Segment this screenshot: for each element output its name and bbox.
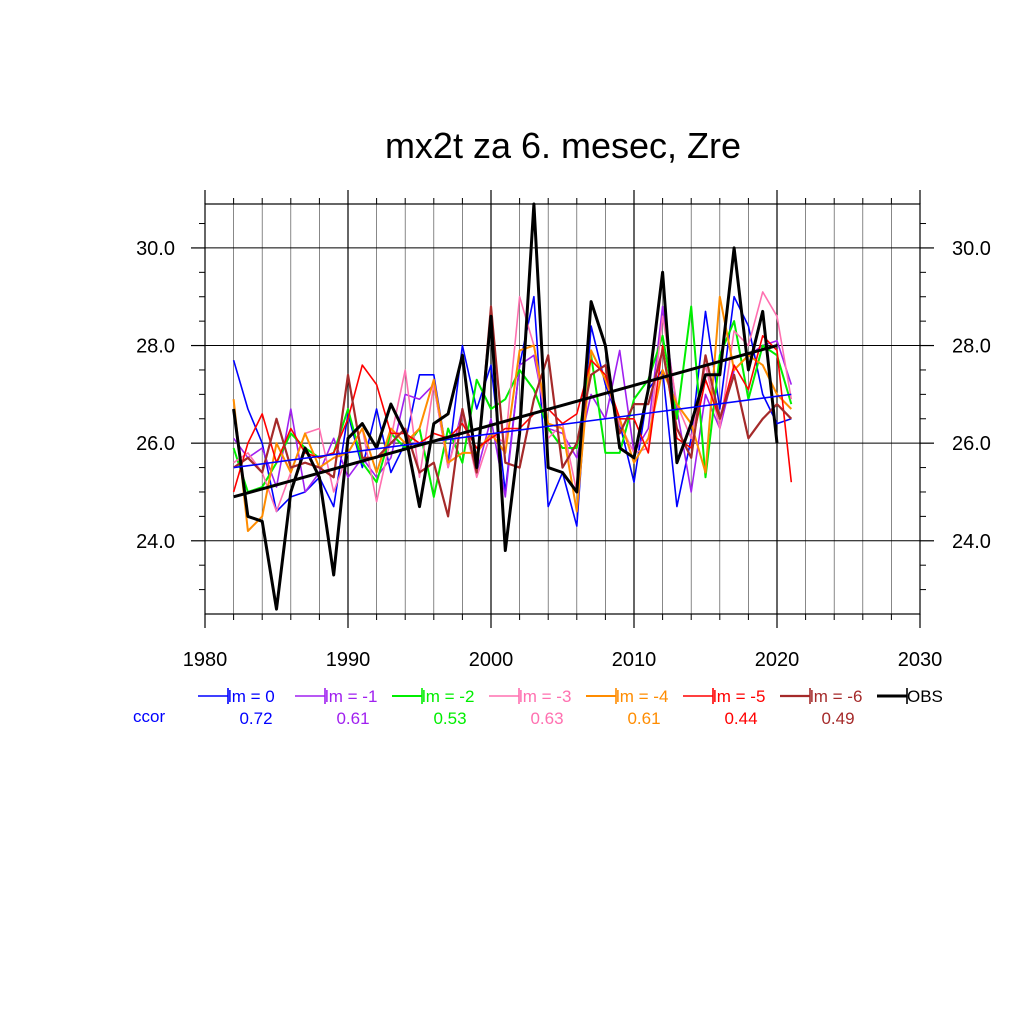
y-tick-label-right: 28.0 — [952, 336, 991, 358]
ccor-value-0: 0.72 — [239, 709, 272, 728]
trend-line-1 — [233, 344, 778, 499]
y-tick-label-left: 26.0 — [136, 433, 175, 455]
trend-line-0 — [233, 393, 792, 469]
grid — [205, 204, 920, 614]
ccor-value-5: 0.44 — [724, 709, 757, 728]
legend-label-0: lm = 0 — [228, 687, 275, 706]
series-lines — [232, 202, 793, 611]
legend: lm = 0 0.72 lm = -1 0.61 lm = -2 0.53 lm = -3 0… — [133, 687, 943, 728]
legend-label-7: OBS — [907, 687, 943, 706]
ccor-value-2: 0.53 — [433, 709, 466, 728]
series-line-7 — [232, 202, 779, 611]
x-tick-label: 2030 — [898, 649, 943, 671]
plot-frame — [204, 203, 921, 615]
series-line-5 — [232, 335, 793, 493]
ccor-value-3: 0.63 — [530, 709, 563, 728]
trend-lines — [233, 344, 792, 499]
x-tick-label: 2010 — [612, 649, 657, 671]
legend-label-2: lm = -2 — [422, 687, 474, 706]
legend-label-4: lm = -4 — [616, 687, 668, 706]
y-tick-label-right: 24.0 — [952, 531, 991, 553]
y-tick-label-left: 28.0 — [136, 336, 175, 358]
ccor-value-6: 0.49 — [821, 709, 854, 728]
x-tick-label: 1990 — [326, 649, 371, 671]
y-tick-label-left: 30.0 — [136, 238, 175, 260]
axis-ticks: 1980 1990 2000 2010 2020 2030 24.0 24.0 26.0 26.0… — [136, 190, 991, 671]
ccor-value-4: 0.61 — [627, 709, 660, 728]
legend-label-3: lm = -3 — [519, 687, 571, 706]
chart-title: mx2t za 6. mesec, Zre — [385, 125, 741, 166]
y-tick-label-right: 30.0 — [952, 238, 991, 260]
legend-label-6: lm = -6 — [810, 687, 862, 706]
ccor-label: ccor — [133, 707, 165, 726]
ccor-value-1: 0.61 — [336, 709, 369, 728]
series-line-4 — [232, 295, 793, 532]
y-tick-label-left: 24.0 — [136, 531, 175, 553]
legend-label-1: lm = -1 — [325, 687, 377, 706]
legend-label-5: lm = -5 — [713, 687, 765, 706]
y-tick-label-right: 26.0 — [952, 433, 991, 455]
x-tick-label: 2020 — [755, 649, 800, 671]
x-tick-label: 1980 — [183, 649, 228, 671]
x-tick-label: 2000 — [469, 649, 514, 671]
